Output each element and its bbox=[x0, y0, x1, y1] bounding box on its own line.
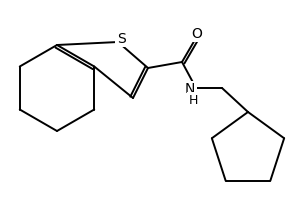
Text: S: S bbox=[117, 32, 125, 46]
Text: N: N bbox=[185, 82, 195, 96]
Text: H: H bbox=[188, 94, 198, 106]
Text: O: O bbox=[192, 27, 203, 41]
